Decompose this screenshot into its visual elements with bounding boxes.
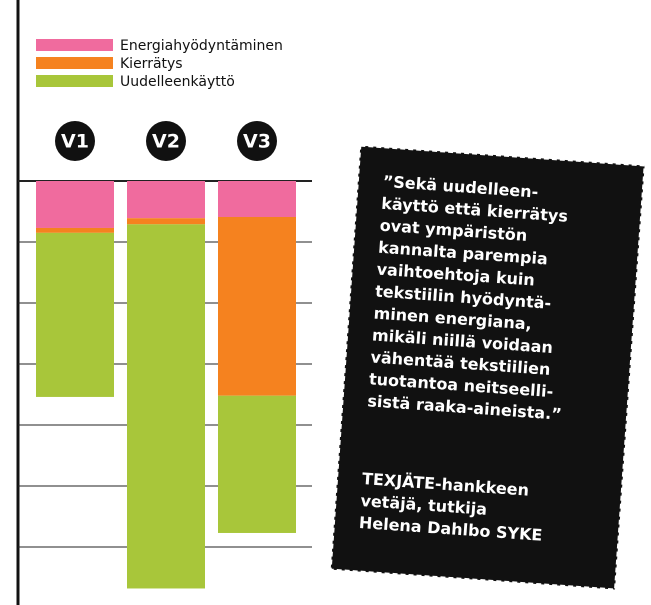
legend-swatch bbox=[36, 75, 113, 87]
x-tick-label: V3 bbox=[243, 131, 271, 153]
x-tick-label: V1 bbox=[61, 131, 89, 153]
legend-swatch bbox=[36, 39, 113, 51]
bar-segment bbox=[127, 218, 205, 225]
legend-label: Energiahyödyntäminen bbox=[120, 38, 283, 54]
bar-segment bbox=[36, 232, 114, 397]
category-badge bbox=[55, 121, 95, 161]
bar-segment bbox=[127, 181, 205, 219]
quote-box: ”Sekä uudelleen-käyttö että kierrätysova… bbox=[329, 144, 646, 591]
x-tick-label: V2 bbox=[152, 131, 180, 153]
category-badge bbox=[146, 121, 186, 161]
bar-segment bbox=[218, 395, 296, 533]
category-badge bbox=[237, 121, 277, 161]
legend-label: Uudelleenkäyttö bbox=[120, 74, 235, 90]
bar-segment bbox=[127, 224, 205, 589]
bar-segment bbox=[218, 216, 296, 396]
legend-swatch bbox=[36, 57, 113, 69]
bar-segment bbox=[218, 181, 296, 217]
bar-segment bbox=[36, 227, 114, 233]
legend-label: Kierrätys bbox=[120, 56, 183, 72]
bar-segment bbox=[36, 181, 114, 228]
quote-background bbox=[329, 144, 646, 591]
